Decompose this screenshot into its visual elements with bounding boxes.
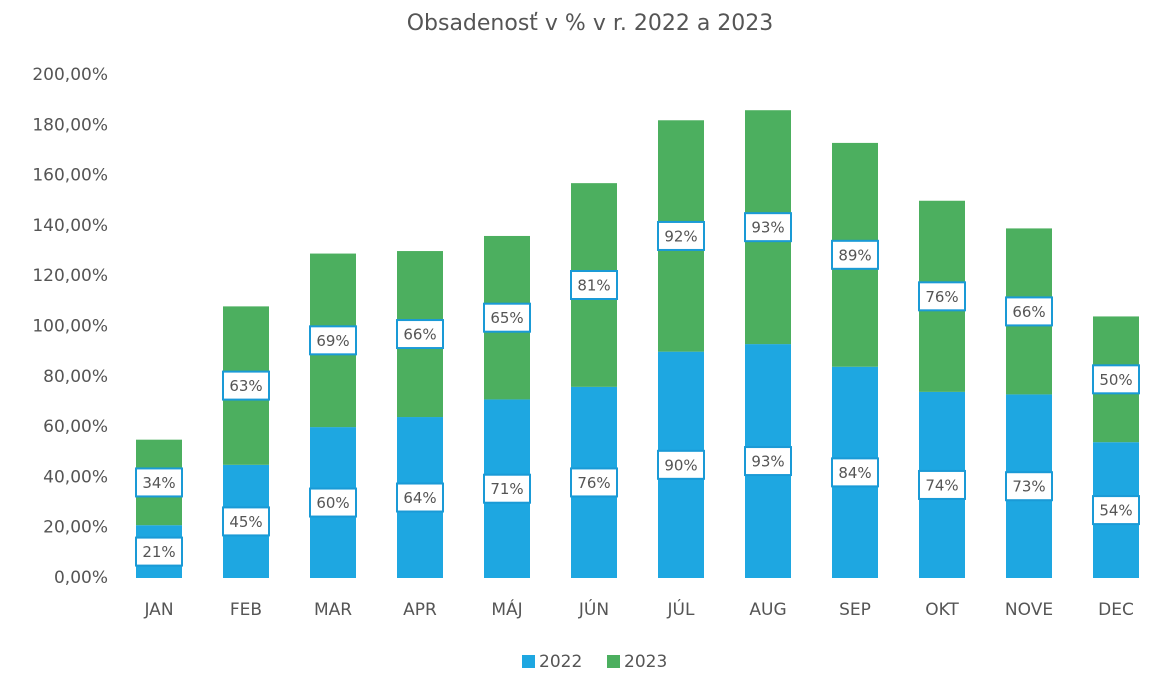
x-tick-label: SEP: [839, 600, 871, 620]
legend-swatch: [522, 655, 535, 668]
data-label: 90%: [664, 456, 697, 474]
data-label: 66%: [1012, 303, 1045, 321]
data-label-box: [483, 302, 531, 333]
data-label: 74%: [925, 476, 958, 494]
y-tick-label: 60,00%: [43, 417, 108, 437]
data-label-box: [309, 487, 357, 518]
data-label-box: [1005, 471, 1053, 502]
data-label: 45%: [229, 513, 262, 531]
y-tick-label: 160,00%: [32, 166, 108, 186]
x-tick-label: JÚN: [578, 598, 609, 620]
x-tick-label: MAR: [314, 600, 352, 620]
data-label: 92%: [664, 227, 697, 245]
data-label-box: [570, 467, 618, 498]
data-label: 21%: [142, 543, 175, 561]
data-label-box: [1092, 364, 1140, 395]
chart-title: Obsadenosť v % v r. 2022 a 2023: [407, 11, 774, 36]
data-label-box: [483, 473, 531, 504]
data-label: 76%: [577, 474, 610, 492]
legend-swatch: [607, 655, 620, 668]
x-tick-label: JAN: [143, 600, 173, 620]
legend-label: 2022: [539, 652, 582, 672]
y-tick-label: 120,00%: [32, 266, 108, 286]
x-tick-label: OKT: [925, 600, 959, 620]
data-label: 71%: [490, 480, 523, 498]
y-tick-label: 80,00%: [43, 367, 108, 387]
data-label: 34%: [142, 474, 175, 492]
data-label-box: [309, 325, 357, 356]
x-tick-label: APR: [403, 600, 437, 620]
data-label-box: [918, 281, 966, 312]
data-label: 64%: [403, 489, 436, 507]
data-label-box: [831, 457, 879, 488]
y-tick-label: 20,00%: [43, 518, 108, 538]
data-label: 50%: [1099, 371, 1132, 389]
y-tick-label: 180,00%: [32, 115, 108, 135]
data-label: 60%: [316, 494, 349, 512]
data-label-box: [657, 220, 705, 251]
data-label: 93%: [751, 219, 784, 237]
y-tick-label: 140,00%: [32, 216, 108, 236]
y-tick-label: 100,00%: [32, 317, 108, 337]
data-label-box: [918, 469, 966, 500]
x-tick-label: FEB: [230, 600, 262, 620]
x-tick-label: DEC: [1098, 600, 1134, 620]
x-tick-label: AUG: [749, 600, 786, 620]
legend-label: 2023: [624, 652, 667, 672]
data-label-box: [744, 446, 792, 477]
x-tick-label: JÚL: [667, 598, 695, 620]
data-label-box: [570, 270, 618, 301]
y-tick-label: 200,00%: [32, 65, 108, 85]
data-label: 84%: [838, 464, 871, 482]
y-tick-label: 0,00%: [54, 568, 108, 588]
data-label: 69%: [316, 332, 349, 350]
data-label-box: [222, 506, 270, 537]
data-label-box: [744, 212, 792, 243]
data-label-box: [222, 370, 270, 401]
data-label: 73%: [1012, 478, 1045, 496]
x-tick-label: NOVE: [1005, 600, 1053, 620]
data-label: 76%: [925, 288, 958, 306]
y-tick-label: 40,00%: [43, 467, 108, 487]
data-label-box: [1092, 495, 1140, 526]
data-label-box: [657, 449, 705, 480]
x-tick-label: MÁJ: [491, 598, 522, 620]
data-label: 65%: [490, 309, 523, 327]
data-label: 93%: [751, 453, 784, 471]
data-label: 54%: [1099, 502, 1132, 520]
data-label-box: [135, 536, 183, 567]
data-label: 81%: [577, 277, 610, 295]
data-label-box: [396, 482, 444, 513]
data-label-box: [396, 319, 444, 350]
data-label: 63%: [229, 377, 262, 395]
data-label-box: [1005, 296, 1053, 327]
data-label-box: [135, 467, 183, 498]
data-label: 66%: [403, 326, 436, 344]
data-label-box: [831, 239, 879, 270]
data-label: 89%: [838, 246, 871, 264]
